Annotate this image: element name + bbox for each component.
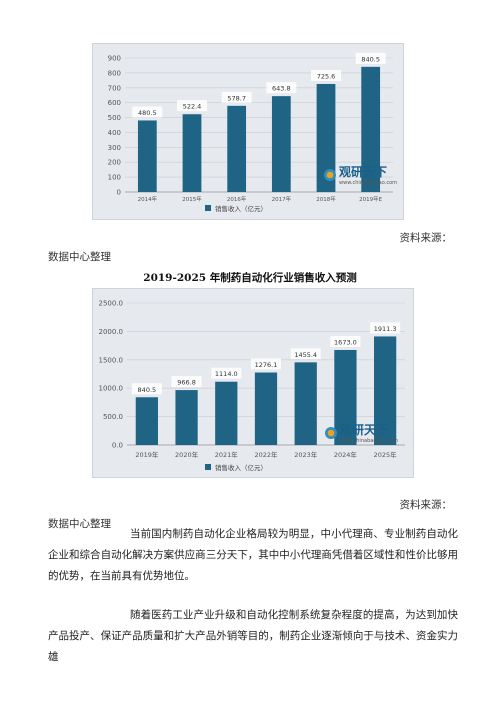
x-tick-label: 2021年 [215,450,239,459]
value-label: 643.8 [272,85,291,93]
bar [175,390,198,445]
y-tick-label: 700 [108,84,121,92]
chart-2-svg: 0.0 500.0 1000.0 1500.0 2000.0 2500.0 840.5 201… [99,300,405,472]
value-label-bg [290,348,321,360]
watermark-logo-inner [326,171,334,179]
value-label-bg [330,335,361,347]
value-label: 1276.1 [255,361,278,369]
value-label-bg [221,91,252,103]
watermark-url: www.chinabaogao.com [339,180,397,186]
y-tick-label: 900 [108,55,121,63]
y-tick-label: 500 [108,114,121,122]
x-tick-label: 2016年 [227,195,247,203]
bar [316,83,336,192]
y-tick-label: 0.0 [112,442,123,450]
x-tick-label: 2023年 [294,450,318,459]
y-tick-label: 1000.0 [99,385,124,393]
value-label-bg [177,100,207,112]
source-label-2: 资料来源： [399,499,453,511]
x-tick-label: 2018年 [316,195,336,203]
bar [294,362,317,445]
value-label: 966.8 [177,379,196,387]
chart-2-panel: 0.0 500.0 1000.0 1500.0 2000.0 2500.0 840.5 201… [92,288,414,478]
bar [182,114,202,192]
source-label-1: 资料来源： [399,232,453,244]
bar [374,336,397,445]
legend-label: 销售收入（亿元） [215,204,267,213]
x-tick-label: 2019年E [359,195,382,203]
value-label-bg [311,69,341,81]
value-label: 1911.3 [374,325,397,333]
value-label-bg [132,106,163,118]
x-tick-label: 2020年 [175,450,199,459]
y-tick-label: 100 [108,174,121,182]
value-label: 522.4 [183,103,202,111]
value-label: 725.6 [317,72,336,80]
bar [334,349,357,445]
value-label: 1114.0 [215,370,238,378]
value-label-bg [266,82,297,94]
bar [271,96,291,192]
value-label-bg [131,383,162,395]
watermark-cn: 观研天下 [340,423,388,437]
bar [254,372,278,445]
bar [227,105,247,192]
x-tick-label: 2025年 [374,450,398,459]
watermark-logo-inner [327,429,335,437]
value-label: 578.7 [227,94,246,102]
value-label: 1455.4 [294,351,317,359]
y-tick-label: 1500.0 [99,356,124,364]
x-tick-label: 2017年 [272,195,292,203]
legend-swatch [205,205,211,211]
value-label: 1673.0 [334,338,357,346]
value-label: 840.5 [138,386,157,394]
y-tick-label: 200 [108,159,121,167]
y-tick-label: 0 [117,189,121,197]
x-tick-label: 2014年 [138,195,158,203]
legend-label: 销售收入（亿元） [215,463,267,472]
y-tick-label: 600 [108,99,121,107]
bar [137,120,157,192]
chart-1-panel: 0 100 200 300 400 500 600 700 800 900 480.5 2014年 52… [92,43,404,220]
legend-swatch [205,464,211,470]
value-label-bg [171,376,202,388]
y-tick-label: 300 [108,144,121,152]
y-tick-label: 400 [108,129,121,137]
y-tick-label: 2500.0 [99,300,124,308]
chart-1-svg: 0 100 200 300 400 500 600 700 800 900 480.5 2014年 52… [108,52,397,213]
y-tick-label: 500.0 [103,413,123,421]
value-label-bg [355,52,386,64]
value-label-bg [251,358,281,370]
org-label-2: 数据中心整理 [48,518,111,530]
bar [361,66,381,192]
paragraph-1: 当前国内制药自动化企业格局较为明显，中小代理商、专业制药自动化企业和综合自动化解… [48,528,458,582]
org-label-1: 数据中心整理 [48,251,111,263]
x-tick-label: 2024年 [334,450,358,459]
value-label-bg [211,367,242,379]
value-label: 840.5 [361,55,380,63]
x-tick-label: 2015年 [182,195,202,203]
bar [215,381,238,445]
x-tick-label: 2022年 [254,450,278,459]
y-tick-label: 2000.0 [99,328,124,336]
y-tick-label: 800 [108,69,121,77]
paragraph-2: 随着医药工业产业升级和自动化控制系统复杂程度的提高，为达到加快产品投产、保证产品… [48,609,458,663]
value-label: 480.5 [138,109,157,117]
x-tick-label: 2019年 [135,450,159,459]
chart-2-title: 2019-2025 年制药自动化行业销售收入预测 [143,272,357,284]
watermark-url: www.chinabaogao.com [340,438,398,444]
value-label-bg [370,322,401,334]
bar [135,397,158,445]
watermark-cn: 观研天下 [339,165,387,179]
